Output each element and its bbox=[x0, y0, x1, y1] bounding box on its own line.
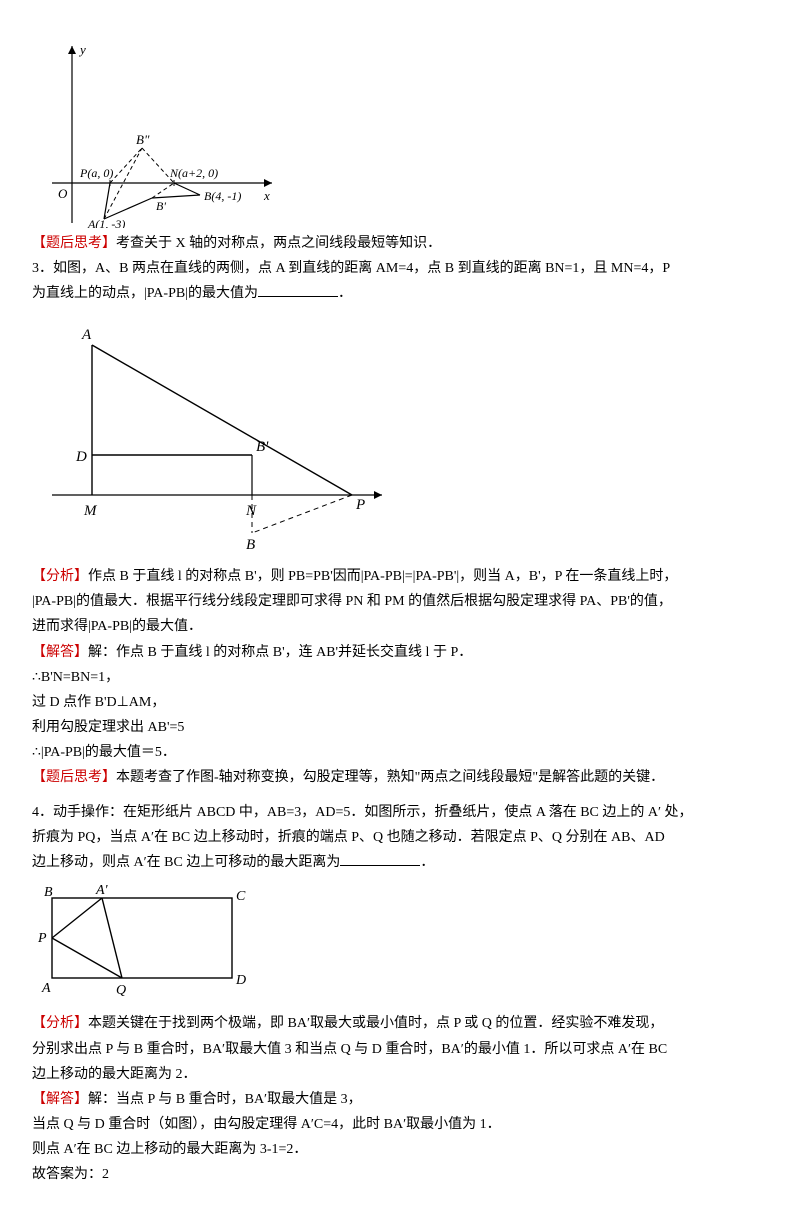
d3-A: A bbox=[41, 981, 51, 996]
d3-D: D bbox=[235, 973, 246, 988]
label-x: x bbox=[263, 188, 270, 203]
analysis4-l3: 边上移动的最大距离为 2． bbox=[32, 1063, 768, 1086]
text-afterthought-3: 本题考查了作图-轴对称变换，勾股定理等，熟知"两点之间线段最短"是解答此题的关键… bbox=[116, 770, 664, 785]
afterthought-3: 【题后思考】本题考查了作图-轴对称变换，勾股定理等，熟知"两点之间线段最短"是解… bbox=[32, 766, 768, 789]
q3-line1: 3．如图，A、B 两点在直线的两侧，点 A 到直线的距离 AM=4，点 B 到直… bbox=[32, 257, 768, 280]
solution4-l1: 【解答】解：当点 P 与 B 重合时，BA′取最大值是 3， bbox=[32, 1088, 768, 1111]
d2-B: B bbox=[246, 537, 255, 553]
q4-line2: 折痕为 PQ，当点 A′在 BC 边上移动时，折痕的端点 P、Q 也随之移动．若… bbox=[32, 826, 768, 849]
solution3-l1: 【解答】解：作点 B 于直线 l 的对称点 B'，连 AB'并延长交直线 l 于… bbox=[32, 641, 768, 664]
q4-post: ． bbox=[420, 855, 434, 870]
solution3-l4: 利用勾股定理求出 AB'=5 bbox=[32, 716, 768, 739]
label-y: y bbox=[78, 42, 86, 57]
label-Bp: B' bbox=[156, 199, 166, 213]
label-B: B(4, -1) bbox=[204, 189, 241, 203]
label-O: O bbox=[58, 186, 68, 201]
d3-Q: Q bbox=[116, 983, 126, 998]
d3-Ap: A' bbox=[95, 883, 109, 898]
q4-line1: 4．动手操作：在矩形纸片 ABCD 中，AB=3，AD=5．如图所示，折叠纸片，… bbox=[32, 801, 768, 824]
d2-P: P bbox=[355, 497, 365, 513]
solution4-l3: 则点 A′在 BC 边上移动的最大距离为 3-1=2． bbox=[32, 1138, 768, 1161]
d3-B: B bbox=[44, 885, 53, 900]
d2-M: M bbox=[83, 503, 98, 519]
diagram-q4: B A' C P A Q D bbox=[32, 878, 768, 1008]
solution3-l3: 过 D 点作 B'D⊥AM， bbox=[32, 691, 768, 714]
q3-pre: 为直线上的动点，|PA-PB|的最大值为 bbox=[32, 286, 258, 301]
blank-q4 bbox=[340, 851, 420, 866]
d3-C: C bbox=[236, 889, 246, 904]
diagram-q3: A D B' M N P B bbox=[32, 315, 768, 555]
label-solution4: 【解答】 bbox=[32, 1092, 88, 1107]
label-Bpp: B" bbox=[136, 132, 150, 147]
blank-q3 bbox=[258, 282, 338, 297]
label-afterthought-2: 【题后思考】 bbox=[32, 236, 116, 251]
solution4-t1: 解：当点 P 与 B 重合时，BA′取最大值是 3， bbox=[88, 1092, 362, 1107]
analysis3-t1: 作点 B 于直线 l 的对称点 B'，则 PB=PB'因而|PA-PB|=|PA… bbox=[88, 569, 677, 584]
q3-post: ． bbox=[338, 286, 352, 301]
q3-line2: 为直线上的动点，|PA-PB|的最大值为 ． bbox=[32, 282, 768, 305]
d2-N: N bbox=[245, 503, 257, 519]
afterthought-2: 【题后思考】考查关于 X 轴的对称点，两点之间线段最短等知识． bbox=[32, 232, 768, 255]
solution4-l4: 故答案为：2 bbox=[32, 1163, 768, 1186]
d2-A: A bbox=[81, 327, 92, 343]
label-analysis4: 【分析】 bbox=[32, 1016, 88, 1031]
solution3-l2: ∴B'N=BN=1， bbox=[32, 666, 768, 689]
analysis3-l3: 进而求得|PA-PB|的最大值． bbox=[32, 615, 768, 638]
label-P: P(a, 0) bbox=[79, 166, 113, 180]
label-solution3: 【解答】 bbox=[32, 645, 88, 660]
d2-Bp: B' bbox=[256, 439, 269, 455]
analysis4-t1: 本题关键在于找到两个极端，即 BA′取最大或最小值时，点 P 或 Q 的位置．经… bbox=[88, 1016, 663, 1031]
label-A: A(1, -3) bbox=[87, 217, 125, 228]
solution3-l5: ∴|PA-PB|的最大值＝5． bbox=[32, 741, 768, 764]
text-afterthought-2: 考查关于 X 轴的对称点，两点之间线段最短等知识． bbox=[116, 236, 441, 251]
analysis4-l2: 分别求出点 P 与 B 重合时，BA′取最大值 3 和当点 Q 与 D 重合时，… bbox=[32, 1038, 768, 1061]
diagram-q2-coordinate: y x O B" P(a, 0) N(a+2, 0) B(4, -1) B' A… bbox=[32, 28, 768, 228]
analysis3-l2: |PA-PB|的值最大．根据平行线分线段定理即可求得 PN 和 PM 的值然后根… bbox=[32, 590, 768, 613]
analysis4-l1: 【分析】本题关键在于找到两个极端，即 BA′取最大或最小值时，点 P 或 Q 的… bbox=[32, 1012, 768, 1035]
q4-line3: 边上移动，则点 A′在 BC 边上可移动的最大距离为 ． bbox=[32, 851, 768, 874]
d3-P: P bbox=[37, 931, 47, 946]
label-analysis3: 【分析】 bbox=[32, 569, 88, 584]
q4-pre: 边上移动，则点 A′在 BC 边上可移动的最大距离为 bbox=[32, 855, 340, 870]
analysis3-l1: 【分析】作点 B 于直线 l 的对称点 B'，则 PB=PB'因而|PA-PB|… bbox=[32, 565, 768, 588]
solution4-l2: 当点 Q 与 D 重合时（如图），由勾股定理得 A′C=4，此时 BA′取最小值… bbox=[32, 1113, 768, 1136]
solution3-t1: 解：作点 B 于直线 l 的对称点 B'，连 AB'并延长交直线 l 于 P． bbox=[88, 645, 472, 660]
d2-D: D bbox=[75, 449, 87, 465]
label-afterthought-3: 【题后思考】 bbox=[32, 770, 116, 785]
label-N: N(a+2, 0) bbox=[169, 166, 218, 180]
